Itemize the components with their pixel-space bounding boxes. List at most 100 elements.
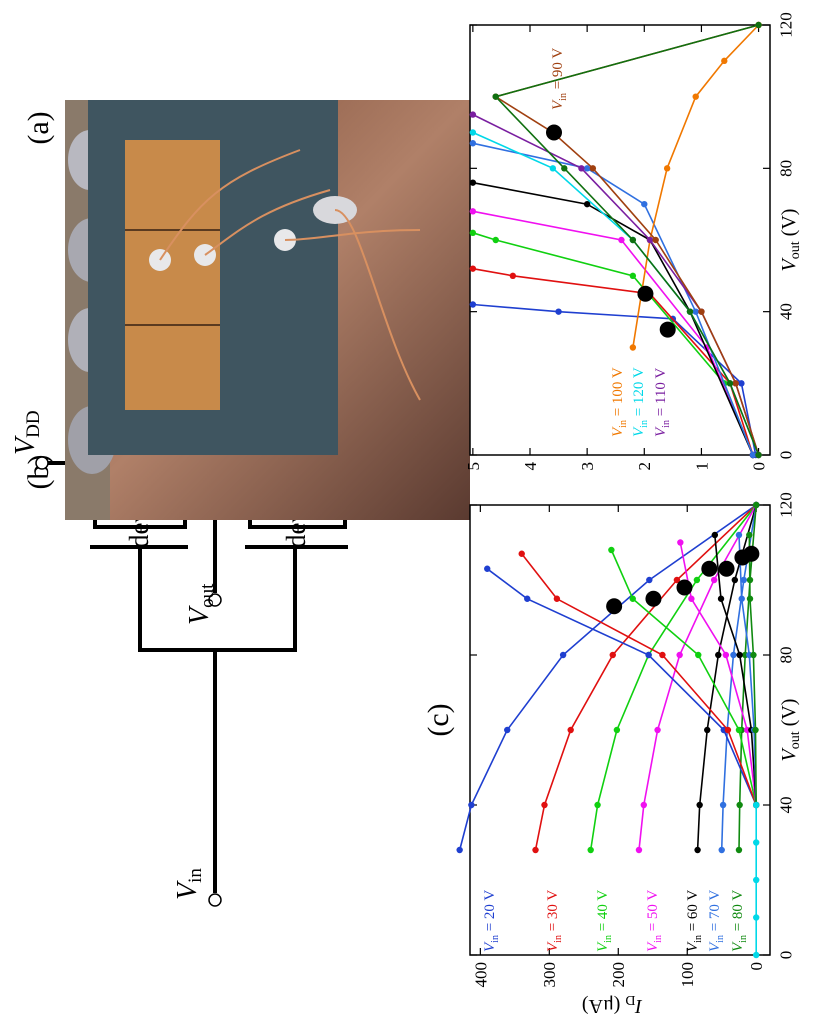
x-tick-label: 0 bbox=[776, 451, 795, 460]
subscript: in bbox=[661, 420, 672, 428]
data-point bbox=[659, 652, 665, 658]
data-point bbox=[733, 380, 739, 386]
y-tick-label: 5 bbox=[464, 462, 483, 471]
data-point bbox=[725, 727, 731, 733]
y-tick-label: 0 bbox=[750, 462, 769, 471]
subscript: in bbox=[490, 935, 501, 943]
label-text: = 20 V bbox=[482, 890, 498, 935]
label-text: = 60 V bbox=[685, 890, 701, 935]
data-point bbox=[736, 727, 742, 733]
data-point bbox=[736, 532, 742, 538]
data-point bbox=[470, 140, 476, 146]
operating-point bbox=[743, 546, 759, 562]
subscript: in bbox=[715, 935, 726, 943]
data-point bbox=[484, 566, 490, 572]
operating-point bbox=[719, 561, 735, 577]
data-point bbox=[711, 577, 717, 583]
x-tick-label: 120 bbox=[776, 12, 795, 38]
data-point bbox=[504, 727, 510, 733]
subscript: in bbox=[738, 935, 749, 943]
data-point bbox=[753, 839, 759, 845]
subscript: in bbox=[618, 420, 629, 428]
data-point bbox=[524, 596, 530, 602]
data-point bbox=[723, 652, 729, 658]
subscript: in bbox=[603, 935, 614, 943]
data-point bbox=[608, 547, 614, 553]
data-point bbox=[554, 596, 560, 602]
x-tick-label: 40 bbox=[776, 797, 795, 814]
data-point bbox=[567, 727, 573, 733]
operating-point bbox=[645, 591, 661, 607]
data-point bbox=[736, 802, 742, 808]
figure: (a) (b) (c) device I device II VDD Vout … bbox=[0, 0, 817, 1025]
data-point bbox=[738, 380, 744, 386]
y-tick-label: 300 bbox=[540, 962, 559, 988]
label-text: = 50 V bbox=[645, 890, 661, 935]
subscript: out bbox=[788, 241, 803, 259]
data-point bbox=[712, 532, 718, 538]
y-tick-label: 2 bbox=[635, 462, 654, 471]
data-point bbox=[590, 165, 596, 171]
data-point bbox=[715, 652, 721, 658]
data-point bbox=[550, 165, 556, 171]
label-text: = 40 V bbox=[595, 890, 611, 935]
panel-label: (c) bbox=[422, 703, 455, 736]
data-point bbox=[752, 727, 758, 733]
operating-point bbox=[606, 598, 622, 614]
data-point bbox=[647, 237, 653, 243]
data-point bbox=[610, 652, 616, 658]
data-point bbox=[693, 308, 699, 314]
data-point bbox=[645, 652, 651, 658]
data-point bbox=[456, 847, 462, 853]
data-point bbox=[730, 652, 736, 658]
data-point bbox=[736, 847, 742, 853]
y-tick-label: 4 bbox=[521, 462, 540, 471]
data-point bbox=[630, 596, 636, 602]
electrode bbox=[125, 140, 220, 410]
operating-point bbox=[676, 580, 692, 596]
label-text: = 80 V bbox=[730, 890, 746, 935]
data-point bbox=[470, 208, 476, 214]
data-point bbox=[493, 93, 499, 99]
data-point bbox=[727, 380, 733, 386]
data-point bbox=[720, 802, 726, 808]
data-point bbox=[519, 551, 525, 557]
data-point bbox=[470, 179, 476, 185]
data-point bbox=[721, 58, 727, 64]
data-point bbox=[753, 802, 759, 808]
subscript: D bbox=[625, 992, 635, 1007]
data-point bbox=[677, 539, 683, 545]
data-point bbox=[630, 237, 636, 243]
data-point bbox=[510, 273, 516, 279]
data-point bbox=[746, 532, 752, 538]
operating-point bbox=[660, 322, 676, 338]
x-tick-label: 0 bbox=[776, 951, 795, 960]
data-point bbox=[578, 165, 584, 171]
data-point bbox=[753, 914, 759, 920]
data-point bbox=[541, 802, 547, 808]
data-point bbox=[696, 802, 702, 808]
subscript: in bbox=[185, 868, 206, 883]
label-text: = 90 V bbox=[550, 48, 566, 93]
data-point bbox=[641, 201, 647, 207]
label-text: (V) bbox=[778, 699, 800, 732]
data-point bbox=[698, 308, 704, 314]
x-tick-label: 120 bbox=[776, 492, 795, 518]
data-point bbox=[695, 652, 701, 658]
y-tick-label: 100 bbox=[678, 962, 697, 988]
operating-point bbox=[637, 286, 653, 302]
label-text: = 30 V bbox=[545, 890, 561, 935]
operating-point bbox=[701, 561, 717, 577]
data-point bbox=[653, 237, 659, 243]
y-tick-label: 400 bbox=[471, 962, 490, 988]
data-point bbox=[688, 596, 694, 602]
label-text: (V) bbox=[778, 209, 800, 242]
y-tick-label: 200 bbox=[609, 962, 628, 988]
subscript: out bbox=[197, 583, 218, 608]
data-point bbox=[470, 111, 476, 117]
data-point bbox=[755, 452, 761, 458]
data-point bbox=[736, 652, 742, 658]
data-point bbox=[594, 802, 600, 808]
label: Vout (V) bbox=[778, 699, 803, 762]
data-point bbox=[630, 344, 636, 350]
